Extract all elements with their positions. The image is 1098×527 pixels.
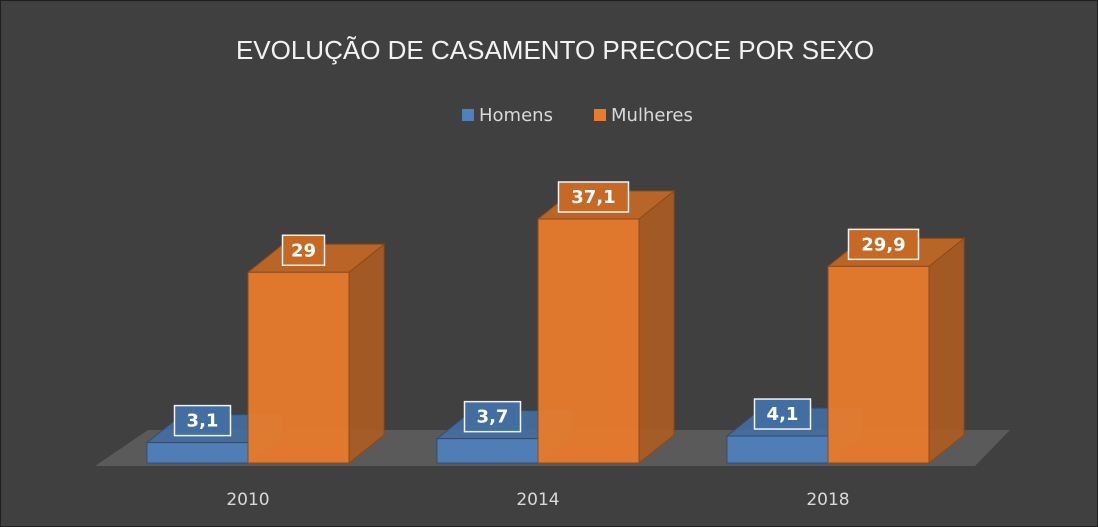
bar-side xyxy=(638,189,675,465)
bar xyxy=(537,218,640,464)
data-label: 37,1 xyxy=(571,187,615,208)
bar-side xyxy=(928,237,965,465)
bar xyxy=(146,442,249,464)
data-label-box xyxy=(847,228,920,261)
legend-label: Mulheres xyxy=(611,105,693,126)
data-label-box xyxy=(557,181,630,213)
data-label-box xyxy=(753,398,812,430)
legend-swatch xyxy=(594,109,606,121)
data-label: 4,1 xyxy=(767,404,799,425)
data-label-box xyxy=(281,234,326,267)
legend-label: Homens xyxy=(479,105,553,126)
x-tick-label: 2014 xyxy=(516,490,559,510)
data-label: 29 xyxy=(291,240,316,261)
data-label-box xyxy=(463,400,522,433)
legend-swatch xyxy=(462,109,474,121)
data-label-box xyxy=(173,404,232,437)
data-label: 29,9 xyxy=(861,234,905,255)
chart-title: EVOLUÇÃO DE CASAMENTO PRECOCE POR SEXO xyxy=(236,35,874,65)
x-tick-label: 2018 xyxy=(806,490,849,510)
data-label: 3,1 xyxy=(187,411,219,432)
bar-side xyxy=(348,243,385,465)
data-label: 3,7 xyxy=(477,407,509,428)
bar xyxy=(436,438,539,464)
x-tick-label: 2010 xyxy=(226,490,269,510)
bar xyxy=(726,435,829,464)
bar xyxy=(827,265,930,464)
bar xyxy=(247,271,350,464)
